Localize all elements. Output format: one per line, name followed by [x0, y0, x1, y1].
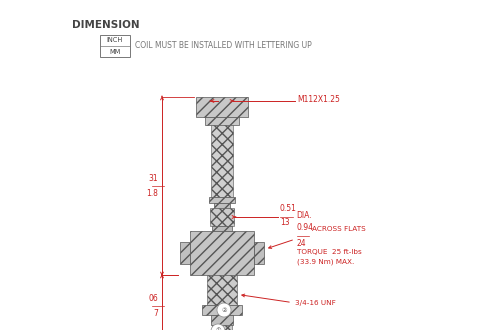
Text: 31: 31: [148, 174, 158, 183]
Bar: [211, 125, 233, 197]
Bar: [214, 203, 230, 208]
Bar: [211, 315, 233, 325]
Bar: [190, 231, 254, 275]
Text: MM: MM: [109, 49, 120, 54]
Bar: [202, 305, 242, 315]
Bar: [207, 275, 237, 305]
Bar: [100, 35, 130, 57]
Bar: [180, 242, 190, 264]
Bar: [196, 97, 248, 117]
Text: TORQUE  25 ft‑lbs: TORQUE 25 ft‑lbs: [297, 249, 362, 255]
Text: 0.51: 0.51: [280, 204, 297, 213]
Text: 7: 7: [153, 309, 158, 318]
Text: M112X1.25: M112X1.25: [297, 95, 340, 105]
Circle shape: [217, 303, 231, 317]
Bar: [254, 242, 264, 264]
Text: 0.94: 0.94: [297, 223, 314, 232]
Bar: [212, 226, 232, 231]
Circle shape: [211, 324, 225, 330]
Text: 24: 24: [297, 239, 306, 248]
Bar: [205, 117, 239, 125]
Text: 06: 06: [148, 294, 158, 303]
Bar: [210, 208, 234, 226]
Bar: [212, 325, 232, 330]
Text: DIMENSION: DIMENSION: [72, 20, 140, 30]
Text: 13: 13: [280, 218, 290, 227]
Text: ACROSS FLATS: ACROSS FLATS: [312, 226, 366, 232]
Text: (33.9 Nm) MAX.: (33.9 Nm) MAX.: [297, 258, 354, 265]
Bar: [209, 197, 235, 203]
Text: DIA.: DIA.: [296, 212, 312, 220]
Text: COIL MUST BE INSTALLED WITH LETTERING UP: COIL MUST BE INSTALLED WITH LETTERING UP: [135, 42, 312, 50]
Text: ②: ②: [221, 308, 227, 313]
Text: ①: ①: [215, 328, 221, 330]
Text: 3/4-16 UNF: 3/4-16 UNF: [295, 300, 336, 306]
Text: 1.8: 1.8: [146, 189, 158, 198]
Text: INCH: INCH: [107, 38, 123, 44]
